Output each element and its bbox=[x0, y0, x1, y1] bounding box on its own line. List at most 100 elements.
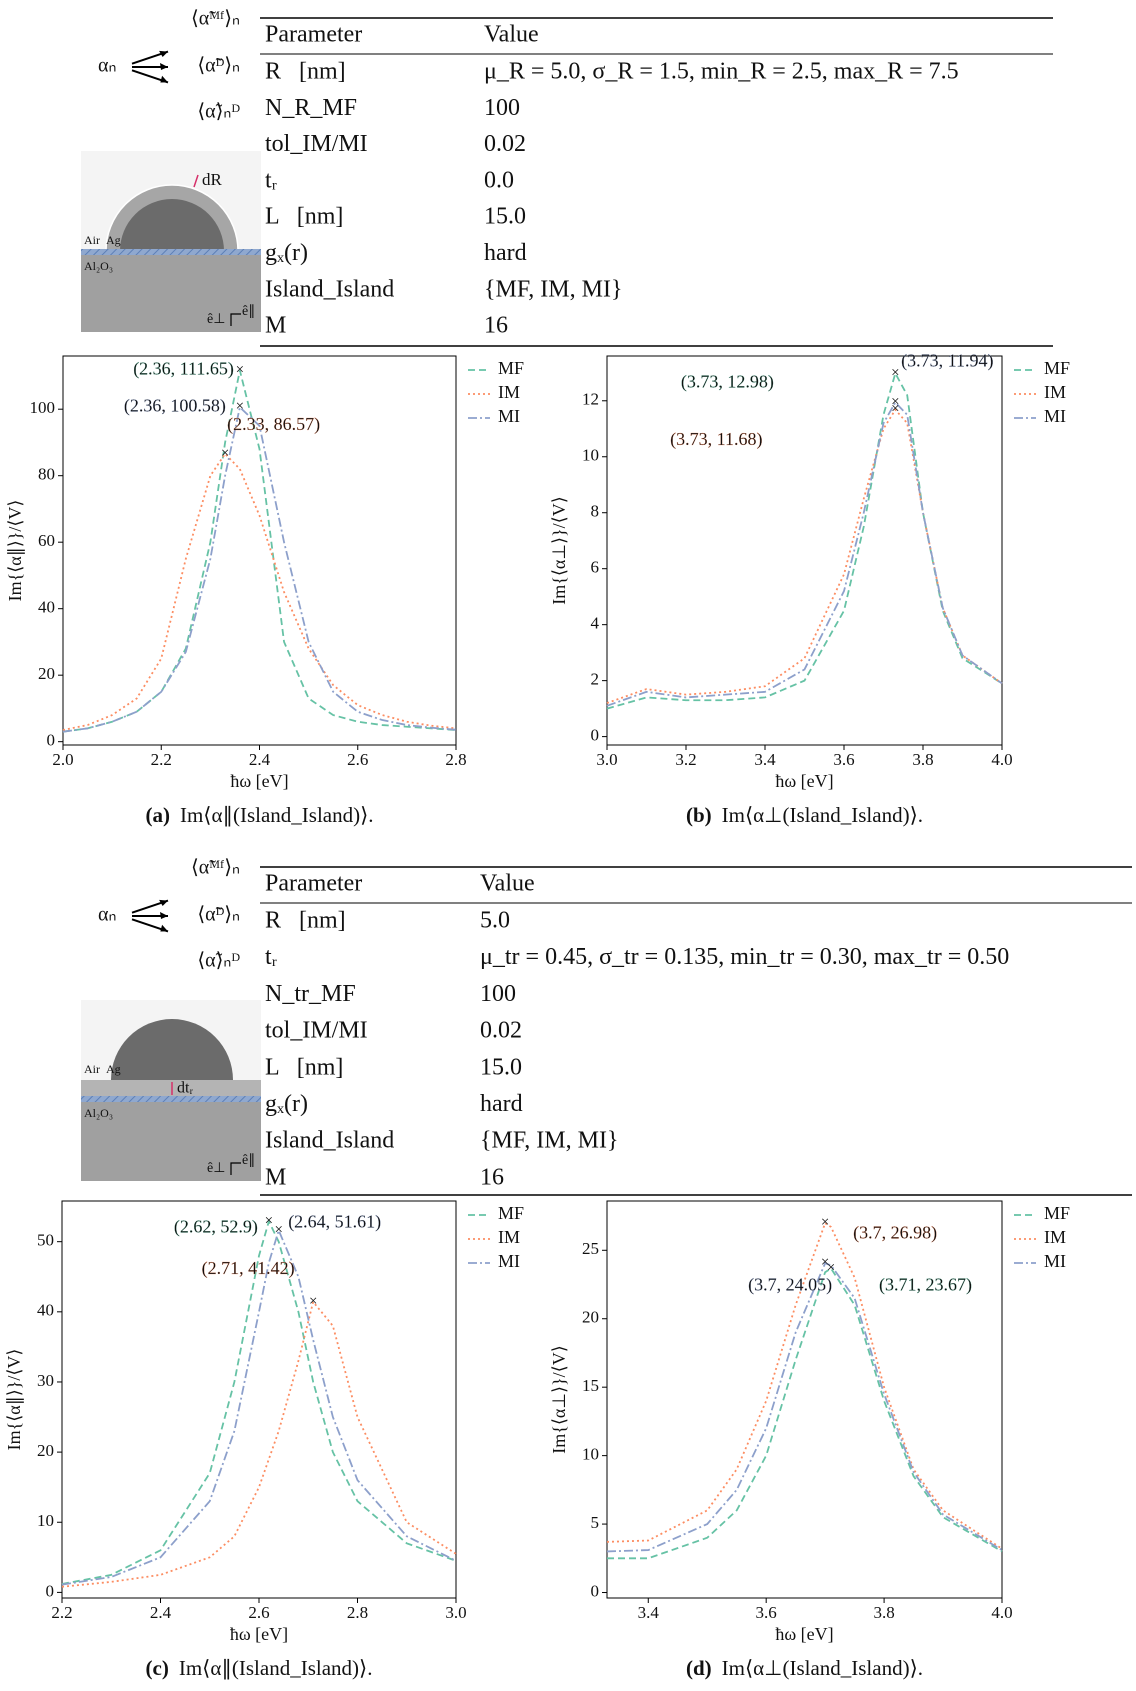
x-tick-label: 2.8 bbox=[445, 750, 466, 769]
x-tick-label: 3.2 bbox=[675, 750, 696, 769]
peak-label: (2.36, 111.65) bbox=[133, 359, 234, 380]
series-line bbox=[606, 1262, 1003, 1553]
y-tick-label: 20 bbox=[37, 1441, 54, 1460]
peak-label: (2.36, 100.58) bbox=[124, 395, 226, 416]
x-tick-label: 4.0 bbox=[991, 750, 1012, 769]
material-label: Al₂O₃ bbox=[84, 1106, 113, 1120]
axis-arrow bbox=[230, 1162, 241, 1175]
caption-tag: (d) bbox=[686, 1656, 712, 1680]
peak-marker: × bbox=[891, 365, 899, 381]
y-tick-label: 0 bbox=[47, 731, 56, 750]
output-label: ⟨α̃ᴹᶠ⟩ₙ bbox=[191, 857, 240, 879]
interface bbox=[81, 249, 261, 255]
peak-label: (3.73, 12.98) bbox=[681, 371, 774, 392]
x-axis-label: ħω [eV] bbox=[775, 1624, 833, 1644]
table-cell: 5.0 bbox=[480, 908, 510, 934]
y-tick-label: 40 bbox=[37, 1301, 54, 1320]
table-cell: R [nm] bbox=[265, 908, 346, 934]
axis-label: ê∥ bbox=[242, 1153, 255, 1168]
output-label: ⟨α̃ᴰ⟩ₙ bbox=[197, 55, 240, 77]
legend-label: MF bbox=[498, 358, 524, 378]
peak-marker: × bbox=[821, 1255, 829, 1271]
caption: (a) Im⟨α∥(Island_Island)⟩. bbox=[145, 803, 373, 827]
series-line bbox=[606, 1221, 1003, 1550]
arrow-head bbox=[160, 924, 169, 932]
output-label: ⟨α̃⟩ₙᴰ bbox=[197, 101, 240, 123]
table-cell: tol_IM/MI bbox=[265, 1018, 368, 1044]
y-tick-label: 12 bbox=[582, 390, 599, 409]
legend-label: MI bbox=[498, 406, 520, 426]
arrow-head bbox=[160, 75, 169, 83]
caption: (c) Im⟨α∥(Island_Island)⟩. bbox=[146, 1656, 373, 1680]
x-axis-label: ħω [eV] bbox=[775, 771, 833, 791]
table-cell: gₓ(r) bbox=[265, 1091, 308, 1117]
table-cell: μ_R = 5.0, σ_R = 1.5, min_R = 2.5, max_R… bbox=[484, 59, 959, 85]
table-cell: Island_Island bbox=[265, 1128, 394, 1154]
arrow-head bbox=[160, 63, 168, 70]
y-tick-label: 60 bbox=[38, 531, 55, 550]
x-tick-label: 2.4 bbox=[249, 750, 271, 769]
shell-label: dR bbox=[202, 170, 223, 189]
y-tick-label: 4 bbox=[591, 614, 600, 633]
peak-marker: × bbox=[827, 1260, 835, 1276]
table-header: Parameter bbox=[265, 22, 362, 48]
table-cell: μ_tr = 0.45, σ_tr = 0.135, min_tr = 0.30… bbox=[480, 944, 1009, 970]
legend-label: IM bbox=[498, 382, 520, 402]
x-tick-label: 2.2 bbox=[151, 750, 172, 769]
table-cell: 0.02 bbox=[480, 1018, 522, 1044]
interface bbox=[81, 1096, 261, 1102]
y-tick-label: 100 bbox=[30, 398, 56, 417]
material-label: Air bbox=[84, 1062, 100, 1076]
y-tick-label: 20 bbox=[582, 1308, 599, 1327]
table-cell: R [nm] bbox=[265, 59, 346, 85]
x-tick-label: 3.4 bbox=[754, 750, 776, 769]
y-tick-label: 80 bbox=[38, 465, 55, 484]
series-line bbox=[606, 408, 1003, 704]
table-header: Value bbox=[484, 22, 539, 48]
y-tick-label: 10 bbox=[37, 1511, 54, 1530]
table-cell: hard bbox=[484, 240, 527, 266]
caption: (b) Im⟨α⊥(Island_Island)⟩. bbox=[686, 803, 923, 827]
y-axis-label: Im{⟨α⊥⟩}/⟨V⟩ bbox=[549, 1345, 569, 1453]
peak-label: (2.62, 52.9) bbox=[174, 1216, 258, 1237]
y-tick-label: 10 bbox=[582, 1445, 599, 1464]
legend-label: MF bbox=[498, 1203, 524, 1223]
table-cell: Island_Island bbox=[265, 276, 394, 302]
x-tick-label: 3.0 bbox=[596, 750, 617, 769]
peak-label: (3.7, 24.05) bbox=[748, 1274, 832, 1295]
x-tick-label: 4.0 bbox=[991, 1603, 1012, 1622]
peak-marker: × bbox=[891, 394, 899, 410]
peak-label: (2.71, 41.42) bbox=[202, 1258, 295, 1279]
layer bbox=[81, 1080, 261, 1096]
table-cell: hard bbox=[480, 1091, 523, 1117]
caption-tag: (c) bbox=[146, 1656, 169, 1680]
peak-label: (3.7, 26.98) bbox=[853, 1222, 937, 1243]
series-line bbox=[61, 1299, 457, 1588]
peak-label: (2.33, 86.57) bbox=[227, 414, 320, 435]
alpha-label: αₙ bbox=[98, 55, 116, 77]
y-tick-label: 8 bbox=[591, 502, 600, 521]
y-tick-label: 15 bbox=[582, 1376, 599, 1395]
peak-label: (3.71, 23.67) bbox=[879, 1275, 972, 1296]
table-cell: 0.0 bbox=[484, 167, 514, 193]
table-cell: N_R_MF bbox=[265, 95, 357, 121]
plot-frame bbox=[606, 355, 1003, 746]
particle bbox=[111, 1019, 233, 1080]
y-tick-label: 6 bbox=[591, 558, 600, 577]
table-cell: 16 bbox=[480, 1164, 504, 1190]
peak-marker: × bbox=[309, 1293, 317, 1309]
legend-label: IM bbox=[498, 1227, 520, 1247]
output-label: ⟨α̃⟩ₙᴰ bbox=[197, 950, 240, 972]
x-axis-label: ħω [eV] bbox=[230, 771, 288, 791]
y-axis-label: Im{⟨α∥⟩}/⟨V⟩ bbox=[5, 500, 25, 602]
x-tick-label: 2.6 bbox=[248, 1603, 269, 1622]
output-label: ⟨α̃ᴰ⟩ₙ bbox=[197, 904, 240, 926]
particle bbox=[120, 199, 224, 251]
table-cell: tᵣ bbox=[265, 944, 277, 970]
series-line bbox=[606, 400, 1003, 707]
material-label: Ag bbox=[106, 1062, 121, 1076]
caption-text: Im⟨α∥(Island_Island)⟩. bbox=[180, 803, 374, 827]
x-axis-label: ħω [eV] bbox=[230, 1624, 288, 1644]
material-label: Al₂O₃ bbox=[84, 259, 113, 273]
